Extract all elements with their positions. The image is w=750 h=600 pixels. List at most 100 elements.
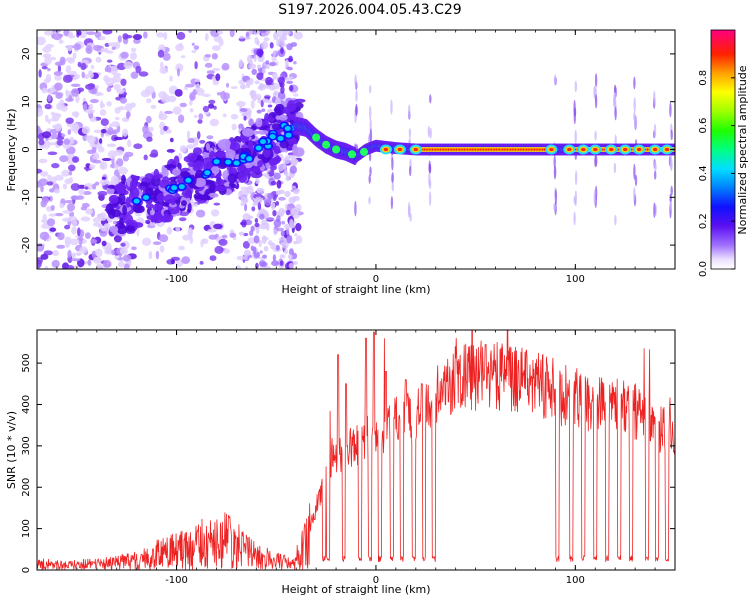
spectral-blob [68, 94, 73, 102]
spectral-blob [176, 177, 186, 185]
spectral-blob [67, 129, 72, 135]
spectral-blob [149, 209, 155, 215]
spectral-blob [50, 205, 55, 211]
spectral-blob [208, 103, 215, 109]
spectral-blob [653, 90, 656, 105]
spectral-blob [292, 188, 300, 195]
spectral-blob [581, 147, 586, 152]
spectral-blob [369, 85, 372, 94]
spectral-blob [275, 61, 279, 66]
spectral-blob [83, 103, 88, 112]
spectral-blob [614, 106, 617, 121]
spectral-blob [288, 262, 294, 269]
colorbar-frame [710, 29, 736, 270]
spectral-blob [275, 115, 281, 120]
spectral-blob [76, 30, 82, 36]
spectral-blob [196, 131, 201, 140]
snr-ticks: -100 0 100 0 100 200 300 400 500 [21, 330, 676, 586]
spectral-blob [100, 129, 107, 134]
spectral-blob [142, 125, 149, 134]
snr-y-tick-label: 0 [21, 567, 32, 573]
spectral-blob [593, 147, 598, 152]
spectral-blob [240, 84, 247, 90]
spectral-blob [269, 84, 276, 91]
spectral-blob [187, 137, 195, 144]
spectral-blob [40, 253, 49, 260]
spectral-blob [89, 98, 99, 104]
spectral-blob [256, 40, 260, 46]
spectral-blob [368, 196, 371, 205]
spectral-blob [553, 202, 556, 211]
spectral-blob [245, 79, 251, 89]
spectral-blob [179, 145, 187, 153]
spectral-blob [39, 231, 50, 241]
spectral-blob [46, 218, 56, 227]
spectral-blob [122, 214, 134, 225]
spectral-blob [189, 230, 193, 240]
spectral-blob [257, 67, 262, 73]
spectral-blob [107, 150, 117, 159]
spectral-blob [260, 223, 268, 230]
spectral-blob [230, 86, 238, 90]
spectral-blob [101, 176, 106, 180]
spectral-blob [92, 183, 97, 190]
spectral-blob [348, 150, 356, 159]
spectral-blob [111, 209, 121, 218]
spectral-blob [408, 128, 412, 138]
spectral-blob [64, 200, 74, 204]
spectral-blob [257, 154, 265, 160]
spectral-blob [47, 68, 51, 72]
spectral-blob [146, 98, 152, 104]
spectral-blob [217, 179, 226, 187]
spectral-blob [413, 147, 418, 152]
spectral-blob [92, 217, 102, 223]
spectral-blob [573, 99, 576, 116]
spectral-blob [101, 227, 108, 232]
spectral-blob [253, 235, 260, 244]
spectral-blob [205, 143, 210, 151]
spectral-blob [46, 88, 55, 94]
spectral-blob [171, 259, 175, 265]
spectral-blob [135, 205, 145, 213]
spectral-blob [178, 184, 185, 190]
spectral-blob [244, 203, 248, 212]
spectral-blob [152, 241, 162, 245]
spectral-blob [391, 157, 394, 171]
spectral-blob [221, 234, 228, 239]
spectral-blob [48, 195, 53, 202]
spectral-blob [81, 71, 85, 79]
spectrogram-x-tick-label: 100 [566, 274, 585, 285]
spectral-blob [208, 99, 216, 104]
spectral-blob [593, 85, 596, 99]
snr-y-tick-label: 100 [21, 519, 32, 538]
spectral-blob [202, 93, 211, 98]
spectral-blob [148, 251, 153, 260]
spectral-blob [187, 202, 192, 213]
spectral-blob [51, 163, 60, 169]
spectral-blob [257, 160, 263, 168]
spectral-blob [145, 115, 152, 124]
spectral-blob [72, 52, 77, 59]
spectral-blob [180, 55, 186, 59]
spectral-blob [237, 164, 246, 173]
spectral-blob [211, 53, 218, 60]
spectral-blob [65, 117, 74, 124]
spectrogram-x-tick-label: -100 [165, 274, 188, 285]
spectral-blob [99, 178, 110, 186]
spectral-blob [65, 57, 74, 62]
spectral-blob [67, 203, 75, 212]
spectral-blob [66, 265, 75, 269]
spectral-blob [50, 56, 57, 61]
spectral-blob [47, 174, 52, 181]
spectral-blob [255, 178, 260, 185]
spectral-blob [47, 151, 58, 156]
spectral-blob [40, 171, 49, 177]
spectral-blob [105, 130, 116, 135]
spectral-blob [230, 113, 239, 120]
spectral-blob [101, 157, 112, 162]
spectral-blob [177, 67, 180, 77]
spectral-blob [253, 55, 257, 62]
spectral-blob [146, 136, 153, 142]
spectral-blob [264, 197, 272, 206]
spectral-blob [122, 128, 129, 137]
